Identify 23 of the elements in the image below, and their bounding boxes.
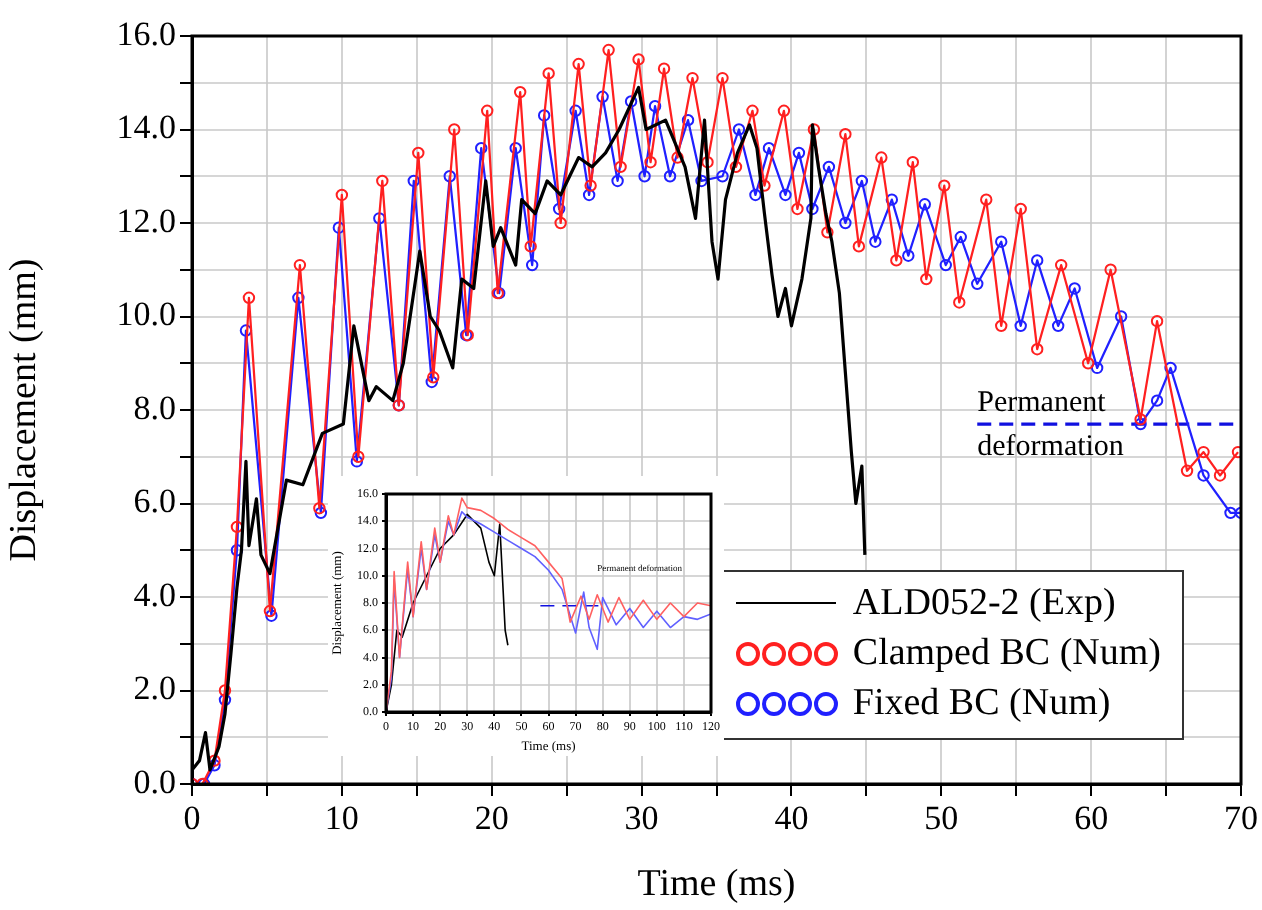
y-tick-label: 8.0 (133, 388, 176, 427)
x-tick-label: 10 (324, 799, 359, 838)
x-tick-label: 70 (1224, 799, 1258, 838)
x-tick-label: 40 (774, 799, 809, 838)
legend-label: Clamped BC (Num) (852, 630, 1161, 678)
legend-label: Fixed BC (Num) (852, 680, 1111, 728)
x-tick-label: 0 (183, 799, 201, 838)
y-tick-label: 16.0 (116, 14, 176, 53)
x-tick-label: 30 (624, 799, 659, 838)
x-axis-title: Time (ms) (637, 863, 796, 906)
legend-label: ALD052-2 (Exp) (852, 580, 1116, 628)
y-tick-label: 12.0 (116, 201, 176, 240)
x-tick-label: 20 (474, 799, 509, 838)
annotation: Permanent deformation (977, 386, 1125, 463)
y-tick-label: 14.0 (116, 108, 176, 147)
x-tick-label: 60 (1074, 799, 1109, 838)
y-axis-title: Displacement (mm) (2, 258, 45, 562)
y-tick-label: 10.0 (116, 295, 176, 334)
x-tick-label: 50 (924, 799, 959, 838)
y-tick-label: 6.0 (133, 482, 176, 521)
y-tick-label: 4.0 (133, 575, 176, 614)
y-tick-label: 2.0 (133, 669, 176, 708)
y-tick-label: 0.0 (133, 762, 176, 801)
